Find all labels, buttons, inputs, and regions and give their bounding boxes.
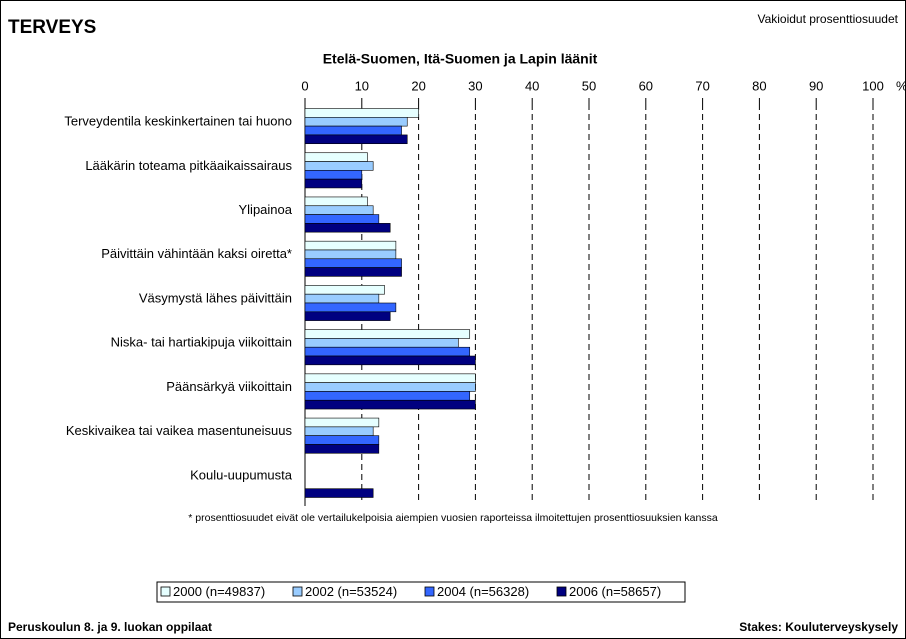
footer-left: Peruskoulun 8. ja 9. luokan oppilaat bbox=[8, 620, 212, 634]
bar bbox=[304, 117, 408, 127]
y-tick-label: Terveydentila keskinkertainen tai huono bbox=[64, 114, 292, 129]
bar bbox=[304, 293, 380, 304]
y-tick-label: Keskivaikea tai vaikea masentuneisuus bbox=[66, 423, 293, 438]
x-tick-label: 50 bbox=[582, 78, 596, 93]
bar bbox=[304, 435, 380, 445]
bar bbox=[304, 134, 408, 145]
x-tick-label: 90 bbox=[809, 78, 823, 93]
bar bbox=[304, 267, 402, 277]
bar bbox=[304, 223, 391, 233]
bar bbox=[304, 161, 374, 171]
x-tick-label: 30 bbox=[468, 78, 482, 93]
bar bbox=[304, 240, 397, 251]
legend-label: 2002 (n=53524) bbox=[305, 584, 397, 599]
bar bbox=[304, 488, 374, 498]
y-tick-label: Koulu-uupumusta bbox=[190, 467, 293, 482]
bar bbox=[304, 249, 397, 260]
bar bbox=[304, 329, 471, 339]
bar bbox=[304, 417, 380, 428]
legend-swatch bbox=[424, 586, 435, 597]
bar bbox=[304, 355, 476, 366]
bar bbox=[304, 285, 385, 295]
x-tick-label: 40 bbox=[525, 78, 539, 93]
legend-label: 2004 (n=56328) bbox=[437, 584, 529, 599]
bar bbox=[304, 125, 402, 136]
bar bbox=[304, 391, 471, 401]
legend-label: 2000 (n=49837) bbox=[173, 584, 265, 599]
y-tick-label: Päivittäin vähintään kaksi oiretta* bbox=[101, 246, 292, 261]
legend-swatch bbox=[160, 586, 171, 597]
bar bbox=[304, 373, 476, 383]
bar bbox=[304, 152, 368, 162]
legend-box bbox=[156, 581, 686, 603]
bar bbox=[304, 444, 380, 454]
y-tick-label: Väsymystä lähes päivittäin bbox=[139, 290, 292, 305]
chart-title: Etelä-Suomen, Itä-Suomen ja Lapin läänit bbox=[323, 51, 598, 67]
bar bbox=[304, 258, 402, 268]
page-note: Vakioidut prosenttiosuudet bbox=[757, 12, 898, 26]
bar bbox=[304, 346, 471, 357]
bar bbox=[304, 399, 476, 410]
footnote: * prosenttiosuudet eivät ole vertailukel… bbox=[188, 512, 718, 524]
bar bbox=[304, 426, 374, 436]
y-tick-label: Lääkärin toteama pitkäaikaissairaus bbox=[85, 158, 292, 173]
legend-label: 2006 (n=58657) bbox=[569, 584, 661, 599]
bar bbox=[304, 170, 363, 180]
bar bbox=[304, 311, 391, 321]
x-axis-unit: % bbox=[896, 78, 906, 93]
y-tick-label: Niska- tai hartiakipuja viikoittain bbox=[111, 335, 292, 350]
legend-swatch bbox=[292, 586, 303, 597]
x-tick-label: 100 bbox=[862, 78, 884, 93]
x-tick-label: 70 bbox=[695, 78, 709, 93]
footer-right: Stakes: Kouluterveyskysely bbox=[739, 620, 898, 634]
x-tick-label: 10 bbox=[355, 78, 369, 93]
bar bbox=[304, 205, 374, 215]
y-tick-label: Ylipainoa bbox=[239, 202, 293, 217]
x-tick-label: 60 bbox=[639, 78, 653, 93]
x-tick-label: 20 bbox=[411, 78, 425, 93]
bar bbox=[304, 302, 397, 313]
bar bbox=[304, 382, 476, 392]
y-tick-label: Päänsärkyä viikoittain bbox=[166, 379, 292, 394]
x-tick-label: 0 bbox=[301, 78, 308, 93]
bar bbox=[304, 338, 459, 348]
x-tick-label: 80 bbox=[752, 78, 766, 93]
page-title: TERVEYS bbox=[8, 17, 96, 38]
legend-swatch bbox=[556, 586, 567, 597]
bar bbox=[304, 214, 380, 224]
bar bbox=[304, 178, 363, 189]
bar bbox=[304, 108, 419, 118]
bar bbox=[304, 196, 368, 207]
